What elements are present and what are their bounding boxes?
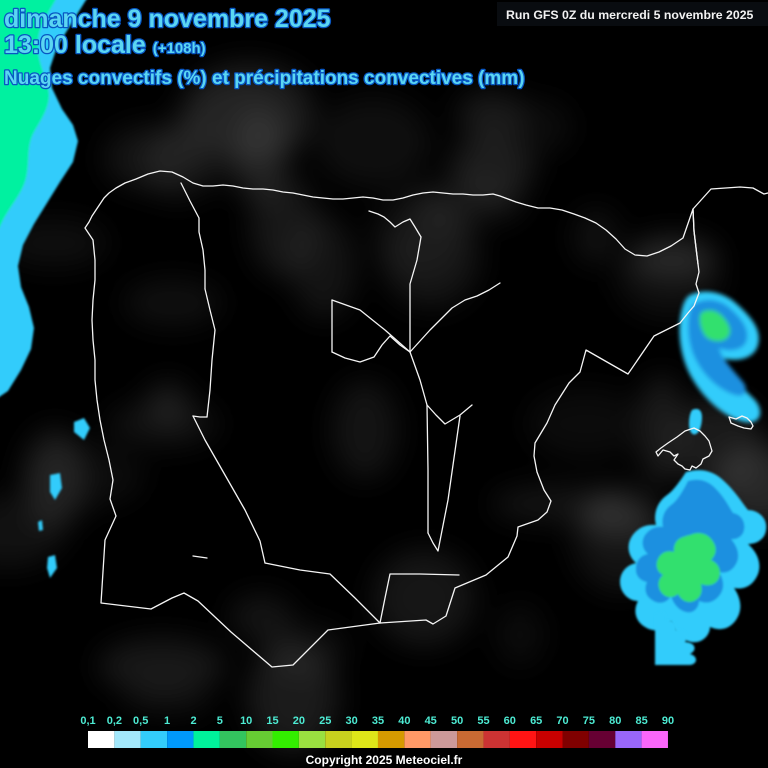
svg-text:5: 5: [217, 715, 223, 727]
svg-text:15: 15: [266, 715, 278, 727]
svg-text:70: 70: [556, 715, 568, 727]
svg-text:10: 10: [240, 715, 252, 727]
svg-text:35: 35: [372, 715, 384, 727]
svg-text:75: 75: [583, 715, 595, 727]
svg-text:60: 60: [504, 715, 516, 727]
svg-text:Copyright 2025 Meteociel.fr: Copyright 2025 Meteociel.fr: [306, 753, 463, 767]
svg-text:0,1: 0,1: [80, 715, 95, 727]
svg-text:45: 45: [425, 715, 437, 727]
svg-text:Run GFS 0Z du mercredi 5 novem: Run GFS 0Z du mercredi 5 novembre 2025: [506, 8, 754, 22]
svg-text:dimanche 9 novembre 2025: dimanche 9 novembre 2025: [4, 5, 331, 33]
svg-text:0,2: 0,2: [107, 715, 122, 727]
svg-text:25: 25: [319, 715, 331, 727]
svg-text:85: 85: [635, 715, 647, 727]
svg-text:20: 20: [293, 715, 305, 727]
svg-text:2: 2: [190, 715, 196, 727]
svg-text:1: 1: [164, 715, 170, 727]
svg-text:40: 40: [398, 715, 410, 727]
svg-text:Nuages convectifs (%) et préci: Nuages convectifs (%) et précipitations …: [4, 68, 525, 89]
svg-text:50: 50: [451, 715, 463, 727]
svg-text:55: 55: [477, 715, 489, 727]
svg-text:90: 90: [662, 715, 674, 727]
svg-text:30: 30: [345, 715, 357, 727]
svg-text:80: 80: [609, 715, 621, 727]
svg-text:0,5: 0,5: [133, 715, 148, 727]
svg-text:65: 65: [530, 715, 542, 727]
